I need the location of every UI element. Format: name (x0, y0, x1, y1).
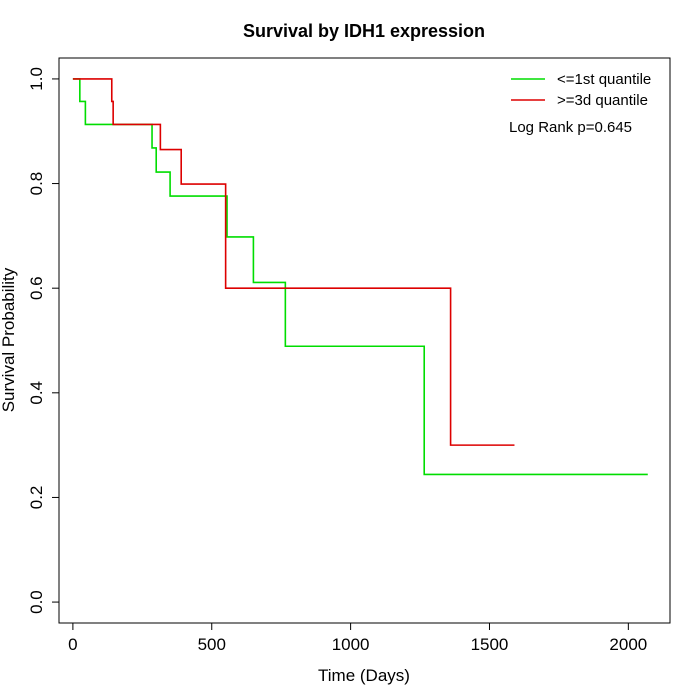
y-tick-label: 0.0 (27, 590, 46, 614)
series-line-0 (72, 78, 648, 476)
x-tick-label: 2000 (609, 635, 647, 654)
x-tick-label: 1500 (471, 635, 509, 654)
x-tick-label: 1000 (332, 635, 370, 654)
y-tick-label: 0.6 (27, 276, 46, 300)
x-tick-label: 0 (68, 635, 77, 654)
y-tick-label: 0.2 (27, 486, 46, 510)
plot-frame (58, 57, 671, 624)
series-line-1 (72, 78, 515, 446)
legend-label-0: <=1st quantile (557, 71, 651, 88)
log-rank-annotation: Log Rank p=0.645 (509, 119, 632, 136)
legend-label-1: >=3d quantile (557, 92, 648, 109)
x-tick-label: 500 (198, 635, 226, 654)
x-axis-label: Time (Days) (318, 666, 410, 685)
legend: <=1st quantile >=3d quantile (511, 71, 651, 109)
y-tick-label: 0.4 (27, 381, 46, 405)
y-axis-label: Survival Probability (0, 267, 18, 412)
y-tick-label: 1.0 (27, 67, 46, 91)
chart-title: Survival by IDH1 expression (243, 21, 485, 41)
y-axis: 0.0 0.2 0.4 0.6 0.8 1.0 (27, 67, 60, 614)
x-axis: 0 500 1000 1500 2000 (68, 622, 647, 654)
y-tick-label: 0.8 (27, 172, 46, 196)
series-layer (72, 78, 648, 476)
